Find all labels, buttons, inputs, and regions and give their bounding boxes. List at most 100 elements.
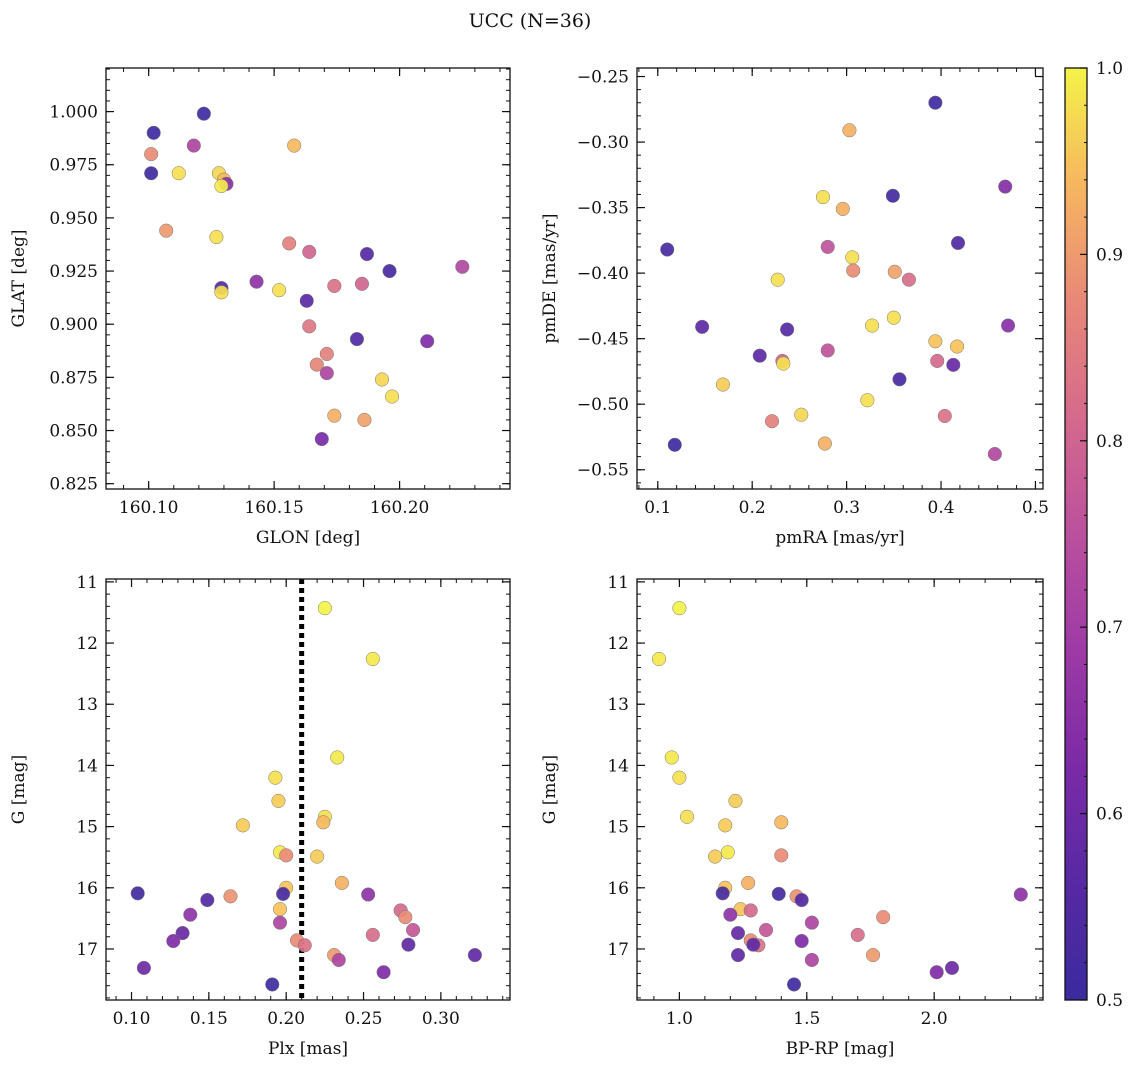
data-point	[144, 147, 159, 162]
data-point	[987, 446, 1002, 462]
data-point	[209, 229, 224, 245]
data-point	[159, 223, 174, 238]
data-point	[998, 179, 1013, 194]
data-point	[804, 952, 819, 968]
data-point	[310, 849, 325, 864]
data-point	[279, 848, 294, 863]
data-point	[398, 910, 413, 925]
data-point	[842, 123, 857, 138]
y-tick-label: 13	[76, 695, 98, 715]
y-axis-label: G [mag]	[9, 755, 29, 824]
data-point	[708, 849, 723, 864]
data-point	[944, 960, 960, 975]
y-tick-label: 14	[607, 756, 629, 776]
data-point	[297, 938, 312, 953]
x-tick-label: 0.20	[267, 1009, 305, 1029]
data-point	[723, 907, 738, 922]
data-point	[815, 190, 831, 205]
data-point	[950, 339, 965, 354]
data-point	[820, 343, 835, 358]
data-point	[929, 965, 944, 980]
data-points	[130, 601, 482, 992]
y-tick-label: 14	[76, 756, 98, 776]
x-tick-label: 160.20	[370, 498, 429, 518]
data-point	[200, 892, 215, 908]
data-point	[817, 436, 832, 451]
data-point	[309, 357, 324, 372]
data-points	[651, 601, 1028, 992]
data-point	[196, 106, 211, 121]
y-tick-label: 11	[76, 573, 98, 593]
data-point	[845, 250, 860, 265]
data-point	[794, 892, 809, 908]
colorbar-tick-label: 0.5	[1096, 991, 1123, 1011]
data-point	[405, 922, 421, 938]
y-tick-label: 15	[607, 818, 629, 838]
data-point	[901, 272, 916, 287]
scatter-panels: 160.10 160.15 160.200.8250.8500.8750.9000.…	[9, 67, 1049, 1059]
data-point	[1001, 318, 1016, 333]
y-tick-label: 16	[607, 879, 629, 899]
axes-frame	[636, 578, 1044, 1001]
colorbar-tick-label: 0.7	[1096, 618, 1123, 638]
data-point	[928, 334, 943, 349]
data-point	[365, 651, 380, 667]
data-point	[774, 815, 789, 830]
data-point	[214, 178, 229, 194]
data-point	[774, 848, 789, 863]
data-point	[804, 915, 819, 930]
data-point	[420, 334, 435, 349]
y-axis-label: GLAT [deg]	[9, 229, 29, 327]
y-tick-label: −0.50	[577, 395, 629, 415]
data-point	[144, 166, 159, 181]
data-point	[136, 960, 151, 975]
data-point	[146, 125, 161, 140]
data-point	[780, 322, 795, 337]
y-tick-label: −0.30	[577, 133, 629, 153]
data-point	[327, 408, 342, 423]
data-point	[771, 886, 786, 901]
x-tick-label: 0.2	[739, 498, 766, 518]
colorbar-tick-label: 1.0	[1096, 59, 1123, 79]
data-point	[319, 346, 334, 362]
data-point	[376, 965, 391, 980]
data-point	[316, 815, 331, 830]
x-tick-label: 0.5	[1022, 498, 1049, 518]
data-point	[930, 353, 945, 368]
data-point	[720, 845, 735, 860]
figure-title: UCC (N=36)	[469, 10, 592, 32]
data-point	[876, 910, 891, 925]
data-point	[361, 887, 376, 902]
data-point	[327, 278, 342, 293]
x-tick-label: 0.3	[833, 498, 860, 518]
data-point	[794, 933, 809, 949]
y-tick-label: −0.25	[577, 68, 629, 88]
data-point	[287, 138, 302, 153]
scatter-panel-2: 0.1 0.2 0.3 0.4 0.5 −0.55 −0.50 −0.45 −0.40 −0.35…	[540, 67, 1049, 548]
x-tick-label: 1.5	[793, 1009, 820, 1029]
scatter-panel-4: 1.0 1.5 2.0 11 12 13 14 15 16 17 BP-RP [mag] G [mag…	[540, 573, 1044, 1059]
data-point	[334, 875, 349, 890]
y-tick-label: 1.000	[49, 103, 98, 123]
data-point	[282, 236, 297, 251]
data-point	[385, 389, 400, 404]
y-tick-label: 15	[76, 818, 98, 838]
colorbar: 0.5 0.6 0.7 0.8 0.9 1.0	[1064, 59, 1123, 1011]
data-points	[144, 106, 470, 447]
data-point	[667, 437, 682, 452]
data-point	[249, 274, 264, 289]
data-point	[820, 239, 835, 254]
axes-frame	[105, 578, 511, 1001]
y-tick-label: 17	[607, 940, 629, 960]
data-point	[314, 431, 329, 447]
x-tick-label: 0.25	[345, 1009, 383, 1029]
y-tick-label: 17	[76, 940, 98, 960]
x-axis-label: pmRA [mas/yr]	[775, 528, 904, 548]
data-point	[928, 95, 943, 110]
data-point	[860, 393, 875, 408]
data-point	[715, 886, 730, 901]
data-point	[130, 886, 145, 901]
y-tick-label: −0.55	[577, 461, 629, 481]
data-point	[718, 818, 733, 833]
